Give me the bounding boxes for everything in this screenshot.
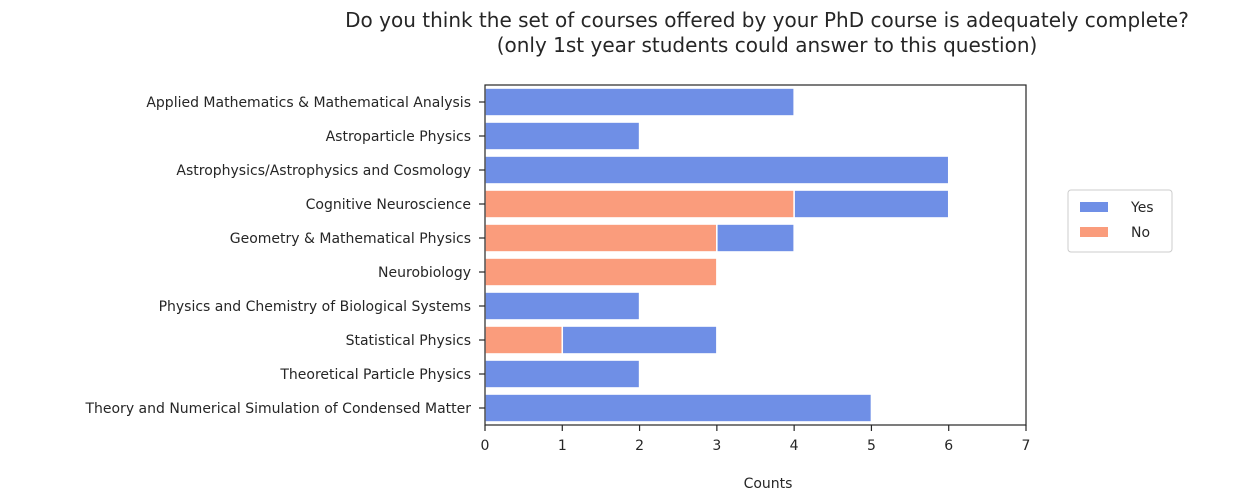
x-tick-label: 3 (712, 438, 721, 454)
y-tick-label: Geometry & Mathematical Physics (230, 231, 471, 247)
bar-yes-physics-and-chemistry-of-biological-systems (484, 291, 641, 321)
y-tick-label: Theory and Numerical Simulation of Conde… (84, 401, 471, 417)
legend: Yes No (1067, 189, 1173, 253)
bar-yes-astrophysics-astrophysics-and-cosmology (484, 155, 950, 185)
y-tick-label: Applied Mathematics & Mathematical Analy… (146, 95, 471, 111)
bar-no-neurobiology (484, 257, 718, 287)
x-axis: 0 1 2 3 4 5 6 7 (481, 425, 1031, 454)
bar-yes-theoretical-particle-physics (484, 359, 641, 389)
bar-no-statistical-physics (484, 325, 564, 355)
bar-yes-statistical-physics (561, 325, 718, 355)
y-tick-label: Theoretical Particle Physics (279, 367, 471, 383)
x-tick-label: 6 (944, 438, 953, 454)
bar-yes-theory-and-numerical-simulation-of-condensed-matter (484, 393, 873, 423)
bars-layer (484, 87, 950, 423)
x-axis-label: Counts (744, 476, 793, 492)
x-tick-label: 2 (635, 438, 644, 454)
y-tick-label: Astroparticle Physics (326, 129, 471, 145)
x-tick-label: 5 (867, 438, 876, 454)
bar-yes-cognitive-neuroscience (793, 189, 950, 219)
bar-yes-applied-mathematics-mathematical-analysis (484, 87, 795, 117)
legend-box (1067, 189, 1173, 253)
chart-subtitle: (only 1st year students could answer to … (497, 33, 1038, 57)
y-tick-label: Cognitive Neuroscience (306, 197, 471, 213)
x-tick-label: 1 (558, 438, 567, 454)
chart-title: Do you think the set of courses offered … (345, 8, 1189, 32)
x-tick-label: 0 (481, 438, 490, 454)
legend-swatch-no (1080, 227, 1108, 237)
bar-yes-geometry-mathematical-physics (716, 223, 795, 253)
legend-label-no: No (1131, 225, 1150, 241)
legend-swatch-yes (1080, 202, 1108, 212)
y-axis: Applied Mathematics & Mathematical Analy… (84, 95, 485, 417)
x-tick-label: 4 (790, 438, 799, 454)
y-tick-label: Neurobiology (378, 265, 471, 281)
y-tick-label: Astrophysics/Astrophysics and Cosmology (176, 163, 471, 179)
x-tick-label: 7 (1022, 438, 1031, 454)
plot-frame (484, 84, 1027, 426)
y-tick-label: Statistical Physics (346, 333, 471, 349)
bar-yes-astroparticle-physics (484, 121, 641, 151)
y-tick-label: Physics and Chemistry of Biological Syst… (159, 299, 471, 315)
legend-label-yes: Yes (1130, 200, 1154, 216)
bar-no-geometry-mathematical-physics (484, 223, 718, 253)
bar-no-cognitive-neuroscience (484, 189, 795, 219)
